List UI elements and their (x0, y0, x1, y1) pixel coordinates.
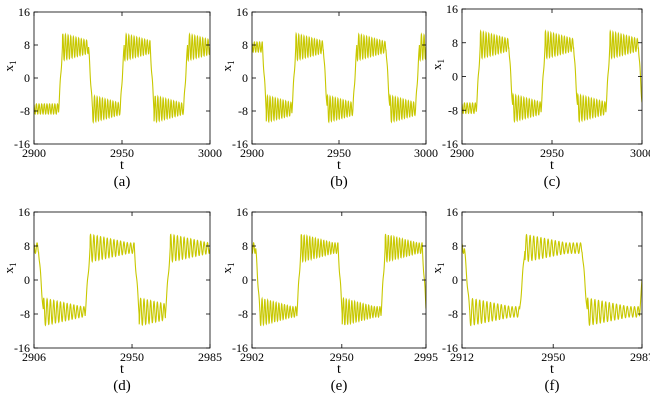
y-axis-label-subscript: 1 (226, 263, 236, 268)
panel-caption: (c) (544, 174, 561, 190)
x-tick-label: 2950 (110, 146, 134, 160)
y-tick-label: 16 (236, 205, 248, 219)
y-axis-label-main: x (219, 267, 234, 274)
x-tick-label: 3000 (414, 146, 438, 160)
x-tick-label: 2987 (630, 350, 650, 364)
y-axis-label: x1 (1, 263, 18, 274)
y-tick-label: -16 (14, 341, 30, 355)
x-axis-label: t (120, 158, 124, 173)
x-tick-label: 2995 (414, 350, 438, 364)
x-axis-label: t (337, 362, 341, 377)
y-tick-label: 8 (242, 38, 248, 52)
panel-c: 2900 2950 3000 -16 -8 0 8 16 t x1 (c) (429, 2, 650, 190)
panel-caption: (a) (114, 174, 131, 190)
y-tick-label: 0 (242, 71, 248, 85)
y-tick-label: -16 (232, 341, 248, 355)
y-tick-label: 16 (446, 205, 458, 219)
y-tick-label: 8 (24, 239, 30, 253)
y-tick-label: 0 (24, 273, 30, 287)
y-axis-label: x1 (219, 61, 236, 72)
panel-caption: (e) (331, 378, 348, 394)
y-tick-label: 16 (236, 5, 248, 19)
x-axis-label: t (550, 158, 554, 173)
y-tick-label: -8 (20, 307, 30, 321)
x-tick-label: 2900 (22, 146, 46, 160)
axes-frame (461, 211, 643, 349)
y-axis-label-main: x (1, 267, 16, 274)
panel-b: 2900 2950 3000 -16 -8 0 8 16 t x1 (b) (219, 5, 438, 190)
y-axis-label-subscript: 1 (8, 263, 18, 268)
series-line (252, 31, 426, 124)
panel-caption: (d) (113, 378, 131, 394)
y-tick-label: 16 (446, 2, 458, 16)
axes-frame (33, 211, 211, 349)
y-tick-label: -16 (232, 137, 248, 151)
y-axis-label: x1 (219, 263, 236, 274)
panel-f: 2912 2950 2987 -16 -8 0 8 16 t x1 (f) (429, 205, 650, 394)
x-tick-label: 2912 (450, 350, 474, 364)
y-axis-label-main: x (1, 65, 16, 72)
y-tick-label: 8 (452, 239, 458, 253)
x-tick-label: 2950 (540, 146, 564, 160)
y-axis-label-subscript: 1 (226, 61, 236, 66)
y-tick-label: 0 (452, 70, 458, 84)
axes-frame (251, 211, 427, 349)
y-axis-label-main: x (429, 267, 444, 274)
x-axis-label: t (337, 158, 341, 173)
y-tick-label: 16 (18, 5, 30, 19)
y-axis-label-main: x (219, 65, 234, 72)
panel-a: 2900 2950 3000 -16 -8 0 8 16 t x1 (a) (1, 5, 222, 190)
series-line (462, 29, 642, 124)
y-tick-label: -16 (442, 137, 458, 151)
panel-caption: (f) (545, 378, 560, 394)
series-line (34, 32, 210, 124)
y-axis-label: x1 (429, 59, 446, 70)
axes-frame (251, 11, 427, 145)
y-tick-label: 0 (24, 71, 30, 85)
y-tick-label: -8 (448, 103, 458, 117)
y-axis-label-main: x (429, 63, 444, 70)
x-axis-label: t (120, 362, 124, 377)
y-tick-label: 8 (452, 36, 458, 50)
x-axis-label: t (550, 362, 554, 377)
y-tick-label: -8 (448, 307, 458, 321)
x-tick-label: 2900 (240, 146, 264, 160)
series-line (34, 233, 210, 327)
x-tick-label: 2950 (330, 350, 354, 364)
y-axis-label-subscript: 1 (436, 263, 446, 268)
x-tick-label: 2900 (450, 146, 474, 160)
y-tick-label: -16 (14, 137, 30, 151)
panel-d: 2906 2950 2985 -16 -8 0 8 16 t x1 (d) (1, 205, 222, 394)
panel-e: 2902 2950 2995 -16 -8 0 8 16 t x1 (e) (219, 205, 438, 394)
y-axis-label-subscript: 1 (8, 61, 18, 66)
panel-caption: (b) (330, 174, 348, 190)
x-tick-label: 3000 (630, 146, 650, 160)
y-tick-label: -16 (442, 341, 458, 355)
y-tick-label: -8 (238, 307, 248, 321)
series-line (252, 233, 426, 327)
y-tick-label: -8 (238, 104, 248, 118)
x-tick-label: 2950 (120, 350, 144, 364)
y-axis-label: x1 (1, 61, 18, 72)
y-tick-label: 8 (24, 38, 30, 52)
y-tick-label: 0 (242, 273, 248, 287)
x-tick-label: 2906 (22, 350, 46, 364)
series-line (462, 233, 642, 327)
x-tick-label: 3000 (198, 146, 222, 160)
y-tick-label: 16 (18, 205, 30, 219)
x-tick-label: 2950 (541, 350, 565, 364)
y-tick-label: 0 (452, 273, 458, 287)
y-tick-label: -8 (20, 104, 30, 118)
x-tick-label: 2902 (240, 350, 264, 364)
x-tick-label: 2950 (327, 146, 351, 160)
y-axis-label: x1 (429, 263, 446, 274)
axes-frame (461, 8, 643, 145)
x-tick-label: 2985 (198, 350, 222, 364)
y-tick-label: 8 (242, 239, 248, 253)
y-axis-label-subscript: 1 (436, 59, 446, 64)
